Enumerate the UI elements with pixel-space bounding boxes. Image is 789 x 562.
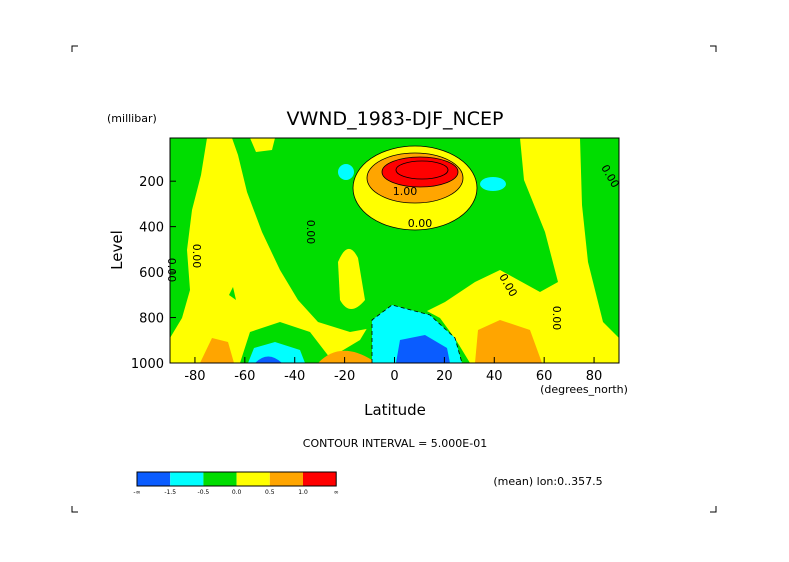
colorbar-label: 0.5 (265, 489, 275, 496)
x-tick-label: 60 (536, 369, 553, 384)
colorbar-frame (136, 471, 337, 487)
y-tick-label: 800 (139, 312, 164, 327)
contour-interval: CONTOUR INTERVAL = 5.000E-01 (303, 437, 487, 450)
contour-label: 1.00 (393, 185, 418, 198)
colorbar-label: 0.0 (232, 489, 242, 496)
x-tick-label: -40 (284, 369, 305, 384)
x-tick-label: -80 (184, 369, 205, 384)
y-units: (millibar) (107, 112, 157, 125)
colorbar-label: -0.5 (198, 489, 210, 496)
colorbar-box (170, 472, 204, 486)
colorbar-box (203, 472, 237, 486)
contour-label: 0.00 (304, 220, 317, 245)
x-axis-label: Latitude (364, 401, 426, 419)
colorbar-box (269, 472, 303, 486)
colorbar-label: -∞ (133, 489, 140, 496)
corner-marks (71, 45, 717, 513)
colorbar-label: 1.0 (298, 489, 308, 496)
x-tick-label: -60 (234, 369, 255, 384)
contour-field (170, 138, 619, 364)
x-tick-label: -20 (334, 369, 355, 384)
x-tick-label: 40 (486, 369, 503, 384)
x-tick-label: 0 (390, 369, 398, 384)
colorbar-box (303, 472, 337, 486)
y-axis-label: Level (108, 230, 126, 270)
y-tick-label: 400 (139, 221, 164, 236)
colorbar-label: ∞ (334, 489, 339, 496)
colorbar-box (236, 472, 270, 486)
colorbar-label: -1.5 (164, 489, 176, 496)
colorbar-box (137, 472, 171, 486)
y-tick-label: 200 (139, 175, 164, 190)
y-tick-label: 600 (139, 266, 164, 281)
chart-title: VWND_1983-DJF_NCEP (287, 108, 504, 130)
y-tick-label: 1000 (131, 357, 164, 372)
x-units: (degrees_north) (540, 383, 628, 396)
contour-label: 0.00 (408, 217, 433, 230)
contour-label: 0.00 (550, 306, 563, 331)
x-tick-label: 20 (436, 369, 453, 384)
contour-label: 0.00 (190, 244, 203, 269)
x-tick-label: 80 (586, 369, 603, 384)
contour-label: 0.00 (165, 258, 178, 283)
note: (mean) lon:0..357.5 (493, 475, 602, 488)
